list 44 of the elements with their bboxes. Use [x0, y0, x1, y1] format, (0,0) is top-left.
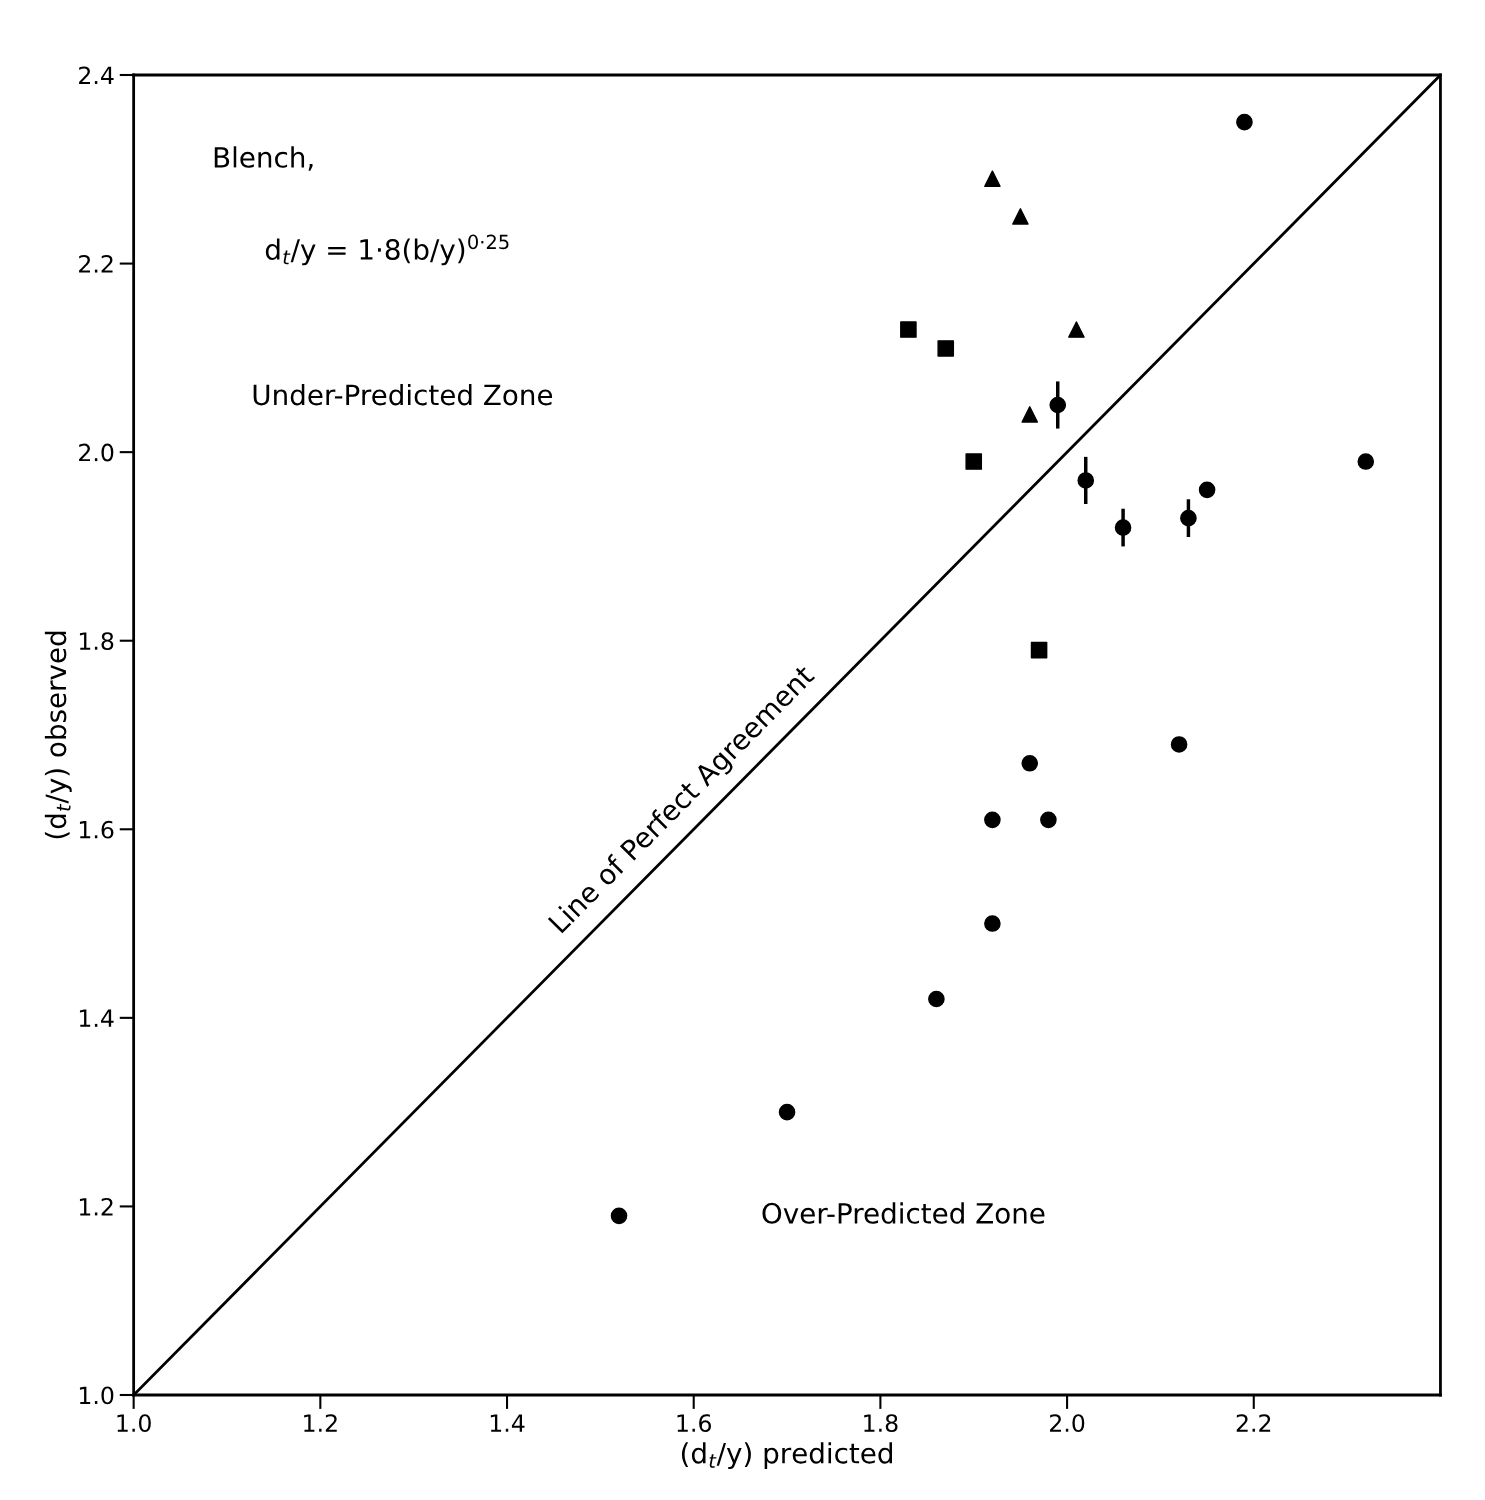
point	[965, 453, 983, 470]
x-axis-title: (d$_{t}$/y) predicted	[681, 1442, 892, 1470]
point	[1012, 208, 1029, 225]
point	[1030, 641, 1048, 659]
x-tick-label: 2.0	[1050, 1414, 1085, 1433]
point	[1077, 472, 1095, 489]
point	[1357, 453, 1375, 470]
point	[1236, 113, 1253, 131]
x-tick-label: 1.8	[864, 1414, 898, 1433]
point	[1049, 396, 1067, 414]
x-tick-label: 2.2	[1236, 1414, 1271, 1432]
point	[1170, 736, 1188, 753]
y-tick-label: 1.2	[79, 1197, 113, 1216]
point	[1021, 406, 1039, 423]
x-tick-label: 1.6	[677, 1414, 711, 1433]
annotation: Over-Predicted Zone	[762, 1202, 1045, 1224]
point	[984, 915, 1001, 932]
y-tick-label: 1.4	[79, 1009, 114, 1027]
point	[1021, 754, 1039, 772]
point	[984, 170, 1001, 188]
point	[1114, 519, 1132, 536]
point	[984, 811, 1001, 829]
x-tick-label: 1.0	[117, 1414, 151, 1433]
point	[928, 990, 945, 1008]
point	[937, 340, 955, 357]
y-tick-label: 1.0	[79, 1386, 114, 1405]
x-tick-label: 1.2	[304, 1414, 337, 1432]
y-axis-title: (d$_{t}$/y) observed	[44, 631, 72, 839]
point	[1068, 321, 1085, 338]
y-tick-label: 2.2	[79, 255, 113, 273]
text: Blench,	[214, 146, 313, 171]
y-tick-label: 1.6	[79, 820, 114, 839]
annotation: d$_{t}$/y = 1·8(b/y)$^{0·25}$	[265, 234, 509, 266]
annotation: Under-Predicted Zone	[253, 383, 553, 406]
point	[610, 1207, 628, 1225]
point	[1198, 481, 1216, 499]
y-tick-label: 2.0	[79, 443, 114, 462]
y-tick-label: 1.8	[79, 632, 114, 651]
x-tick-label: 1.4	[490, 1414, 525, 1432]
y-tick-label: 2.4	[79, 66, 114, 84]
point	[1180, 509, 1197, 527]
point	[778, 1103, 796, 1121]
point	[1040, 811, 1057, 829]
point	[900, 321, 917, 338]
